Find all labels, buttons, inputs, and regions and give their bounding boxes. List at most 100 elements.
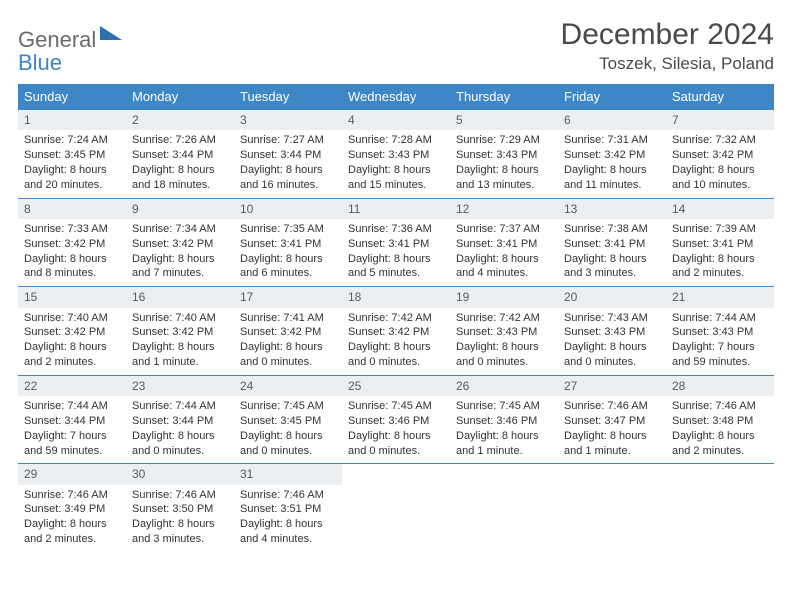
calendar-day-cell: 12Sunrise: 7:37 AMSunset: 3:41 PMDayligh… [450, 199, 558, 287]
daylight-text: Daylight: 8 hours and 18 minutes. [132, 163, 228, 193]
daylight-text: Daylight: 7 hours and 59 minutes. [672, 340, 768, 370]
sunrise-text: Sunrise: 7:42 AM [456, 311, 552, 326]
day-body: Sunrise: 7:39 AMSunset: 3:41 PMDaylight:… [666, 219, 774, 286]
logo-line1: General [18, 27, 96, 52]
day-number: 23 [126, 376, 234, 396]
sunset-text: Sunset: 3:41 PM [672, 237, 768, 252]
daylight-text: Daylight: 8 hours and 0 minutes. [456, 340, 552, 370]
location: Toszek, Silesia, Poland [561, 54, 774, 74]
calendar-day-cell: 1Sunrise: 7:24 AMSunset: 3:45 PMDaylight… [18, 110, 126, 198]
sunrise-text: Sunrise: 7:28 AM [348, 133, 444, 148]
day-number: 10 [234, 199, 342, 219]
sunset-text: Sunset: 3:41 PM [564, 237, 660, 252]
sunset-text: Sunset: 3:43 PM [672, 325, 768, 340]
calendar-day-cell: 28Sunrise: 7:46 AMSunset: 3:48 PMDayligh… [666, 376, 774, 464]
weekday-header-cell: Thursday [450, 84, 558, 109]
sunrise-text: Sunrise: 7:33 AM [24, 222, 120, 237]
sunrise-text: Sunrise: 7:45 AM [240, 399, 336, 414]
sunset-text: Sunset: 3:41 PM [240, 237, 336, 252]
sunset-text: Sunset: 3:48 PM [672, 414, 768, 429]
day-number: 13 [558, 199, 666, 219]
day-body: Sunrise: 7:42 AMSunset: 3:42 PMDaylight:… [342, 308, 450, 375]
day-number: 6 [558, 110, 666, 130]
calendar-day-cell: 24Sunrise: 7:45 AMSunset: 3:45 PMDayligh… [234, 376, 342, 464]
sunset-text: Sunset: 3:44 PM [132, 414, 228, 429]
day-body: Sunrise: 7:40 AMSunset: 3:42 PMDaylight:… [126, 308, 234, 375]
sunrise-text: Sunrise: 7:45 AM [348, 399, 444, 414]
daylight-text: Daylight: 8 hours and 2 minutes. [24, 517, 120, 547]
sunrise-text: Sunrise: 7:39 AM [672, 222, 768, 237]
sunrise-text: Sunrise: 7:36 AM [348, 222, 444, 237]
day-body: Sunrise: 7:46 AMSunset: 3:49 PMDaylight:… [18, 485, 126, 552]
calendar-week-row: 8Sunrise: 7:33 AMSunset: 3:42 PMDaylight… [18, 198, 774, 287]
logo: General Blue [18, 18, 122, 74]
sunrise-text: Sunrise: 7:41 AM [240, 311, 336, 326]
calendar-day-cell: 5Sunrise: 7:29 AMSunset: 3:43 PMDaylight… [450, 110, 558, 198]
daylight-text: Daylight: 8 hours and 1 minute. [132, 340, 228, 370]
sunset-text: Sunset: 3:42 PM [672, 148, 768, 163]
calendar-day-cell: 31Sunrise: 7:46 AMSunset: 3:51 PMDayligh… [234, 464, 342, 552]
day-number: 17 [234, 287, 342, 307]
day-body: Sunrise: 7:42 AMSunset: 3:43 PMDaylight:… [450, 308, 558, 375]
weekday-header-cell: Tuesday [234, 84, 342, 109]
sunset-text: Sunset: 3:49 PM [24, 502, 120, 517]
daylight-text: Daylight: 8 hours and 16 minutes. [240, 163, 336, 193]
day-number: 18 [342, 287, 450, 307]
daylight-text: Daylight: 8 hours and 1 minute. [456, 429, 552, 459]
sunset-text: Sunset: 3:42 PM [348, 325, 444, 340]
day-number: 30 [126, 464, 234, 484]
sunset-text: Sunset: 3:44 PM [240, 148, 336, 163]
sunset-text: Sunset: 3:42 PM [240, 325, 336, 340]
sunset-text: Sunset: 3:50 PM [132, 502, 228, 517]
sunrise-text: Sunrise: 7:27 AM [240, 133, 336, 148]
day-number: 20 [558, 287, 666, 307]
weekday-header-cell: Monday [126, 84, 234, 109]
title-block: December 2024 Toszek, Silesia, Poland [561, 18, 774, 74]
day-body: Sunrise: 7:44 AMSunset: 3:44 PMDaylight:… [126, 396, 234, 463]
calendar-day-cell: 19Sunrise: 7:42 AMSunset: 3:43 PMDayligh… [450, 287, 558, 375]
daylight-text: Daylight: 8 hours and 4 minutes. [456, 252, 552, 282]
calendar-day-cell: 3Sunrise: 7:27 AMSunset: 3:44 PMDaylight… [234, 110, 342, 198]
daylight-text: Daylight: 8 hours and 6 minutes. [240, 252, 336, 282]
sunrise-text: Sunrise: 7:29 AM [456, 133, 552, 148]
sunrise-text: Sunrise: 7:32 AM [672, 133, 768, 148]
sunset-text: Sunset: 3:43 PM [348, 148, 444, 163]
day-number: 8 [18, 199, 126, 219]
calendar-week-row: 15Sunrise: 7:40 AMSunset: 3:42 PMDayligh… [18, 286, 774, 375]
calendar-weeks: 1Sunrise: 7:24 AMSunset: 3:45 PMDaylight… [18, 109, 774, 552]
calendar: SundayMondayTuesdayWednesdayThursdayFrid… [18, 84, 774, 552]
sunset-text: Sunset: 3:42 PM [132, 325, 228, 340]
sunrise-text: Sunrise: 7:37 AM [456, 222, 552, 237]
calendar-empty-cell [342, 464, 450, 552]
calendar-day-cell: 27Sunrise: 7:46 AMSunset: 3:47 PMDayligh… [558, 376, 666, 464]
logo-triangle-icon [100, 26, 122, 40]
sunrise-text: Sunrise: 7:38 AM [564, 222, 660, 237]
day-body: Sunrise: 7:27 AMSunset: 3:44 PMDaylight:… [234, 130, 342, 197]
sunset-text: Sunset: 3:42 PM [24, 325, 120, 340]
sunrise-text: Sunrise: 7:35 AM [240, 222, 336, 237]
sunset-text: Sunset: 3:41 PM [348, 237, 444, 252]
day-number: 29 [18, 464, 126, 484]
sunrise-text: Sunrise: 7:24 AM [24, 133, 120, 148]
calendar-day-cell: 17Sunrise: 7:41 AMSunset: 3:42 PMDayligh… [234, 287, 342, 375]
day-number: 14 [666, 199, 774, 219]
sunrise-text: Sunrise: 7:46 AM [672, 399, 768, 414]
sunset-text: Sunset: 3:45 PM [24, 148, 120, 163]
day-number: 31 [234, 464, 342, 484]
day-body: Sunrise: 7:28 AMSunset: 3:43 PMDaylight:… [342, 130, 450, 197]
calendar-day-cell: 30Sunrise: 7:46 AMSunset: 3:50 PMDayligh… [126, 464, 234, 552]
sunrise-text: Sunrise: 7:44 AM [672, 311, 768, 326]
daylight-text: Daylight: 7 hours and 59 minutes. [24, 429, 120, 459]
day-body: Sunrise: 7:44 AMSunset: 3:43 PMDaylight:… [666, 308, 774, 375]
daylight-text: Daylight: 8 hours and 13 minutes. [456, 163, 552, 193]
calendar-day-cell: 7Sunrise: 7:32 AMSunset: 3:42 PMDaylight… [666, 110, 774, 198]
day-body: Sunrise: 7:45 AMSunset: 3:46 PMDaylight:… [450, 396, 558, 463]
daylight-text: Daylight: 8 hours and 7 minutes. [132, 252, 228, 282]
sunrise-text: Sunrise: 7:45 AM [456, 399, 552, 414]
daylight-text: Daylight: 8 hours and 11 minutes. [564, 163, 660, 193]
day-body: Sunrise: 7:26 AMSunset: 3:44 PMDaylight:… [126, 130, 234, 197]
calendar-week-row: 22Sunrise: 7:44 AMSunset: 3:44 PMDayligh… [18, 375, 774, 464]
sunrise-text: Sunrise: 7:40 AM [24, 311, 120, 326]
daylight-text: Daylight: 8 hours and 4 minutes. [240, 517, 336, 547]
calendar-day-cell: 16Sunrise: 7:40 AMSunset: 3:42 PMDayligh… [126, 287, 234, 375]
